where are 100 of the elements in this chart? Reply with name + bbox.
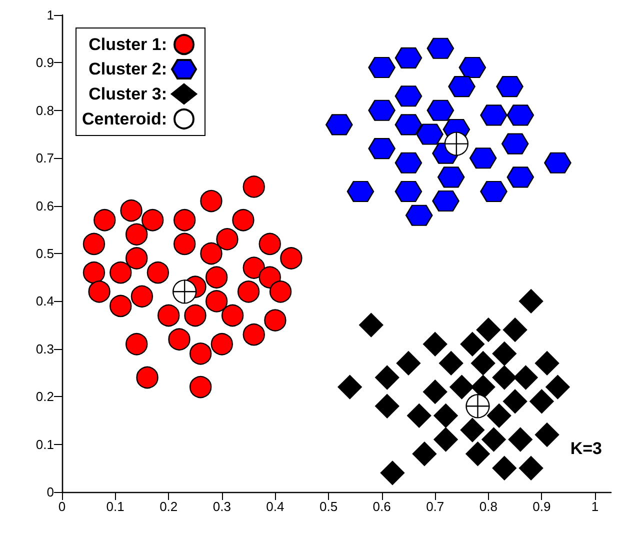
point [394, 114, 422, 136]
point [476, 318, 501, 342]
y-tick-label: 0.4 [36, 294, 54, 309]
y-tick-label: 0.7 [36, 150, 54, 166]
point [216, 228, 238, 250]
point [482, 427, 506, 452]
point [514, 365, 538, 390]
y-tick-label: 0.1 [36, 436, 54, 452]
point [205, 266, 228, 288]
point [368, 56, 396, 78]
legend-label: Cluster 1: [88, 35, 167, 54]
point [368, 100, 396, 121]
y-tick-label: 0 [46, 484, 54, 500]
x-tick-label: 0.2 [160, 499, 178, 514]
point [258, 232, 281, 256]
x-tick-label: 0.6 [372, 499, 391, 514]
point [508, 427, 532, 452]
point [518, 456, 544, 480]
point [423, 380, 448, 404]
point [190, 342, 212, 365]
point [380, 460, 405, 486]
x-tick-label: 1 [591, 499, 599, 514]
point [174, 209, 196, 232]
point [434, 427, 458, 452]
point [394, 152, 422, 174]
point [269, 280, 292, 303]
point [546, 374, 570, 400]
point [158, 304, 180, 327]
point [434, 404, 458, 428]
point [480, 180, 508, 202]
point [346, 180, 374, 202]
point [496, 76, 524, 98]
point [544, 152, 572, 174]
point [190, 376, 212, 398]
point [460, 332, 485, 356]
point [142, 209, 164, 232]
point [486, 404, 512, 428]
point [394, 180, 422, 202]
point [184, 304, 206, 327]
point [280, 247, 302, 270]
point [506, 166, 534, 188]
y-tick-label: 0.3 [36, 341, 54, 356]
point [438, 351, 464, 376]
point [426, 38, 454, 59]
point [375, 394, 400, 418]
annotation: K=3 [570, 439, 602, 458]
point [492, 365, 516, 390]
x-tick-label: 0.1 [106, 499, 124, 514]
point [423, 332, 448, 356]
x-tick-label: 0.4 [266, 499, 284, 514]
point [242, 176, 265, 198]
point [501, 133, 529, 154]
point [530, 389, 554, 414]
point [480, 104, 508, 126]
x-tick-label: 0 [58, 499, 66, 514]
point [448, 76, 476, 98]
point [130, 285, 154, 308]
legend-label: Cluster 2: [88, 60, 167, 79]
point [492, 456, 516, 480]
point [407, 404, 432, 428]
x-tick-label: 0.8 [479, 499, 498, 514]
point [492, 342, 516, 366]
point [502, 318, 528, 342]
point [502, 389, 528, 414]
point [82, 261, 106, 284]
point [534, 422, 560, 447]
point [126, 247, 148, 270]
legend-label: Centeroid: [82, 109, 167, 128]
point [518, 289, 544, 314]
point [394, 85, 422, 107]
point [110, 261, 132, 284]
point [110, 294, 132, 318]
point [470, 351, 496, 376]
y-tick-label: 1 [46, 8, 54, 22]
point [221, 304, 244, 327]
point [437, 166, 465, 188]
point [126, 223, 148, 246]
point [242, 323, 265, 346]
point [136, 366, 158, 389]
x-tick-label: 0.5 [319, 499, 338, 514]
x-tick-label: 0.3 [212, 499, 231, 514]
point [432, 190, 460, 212]
point [200, 242, 222, 265]
point [126, 333, 148, 356]
point [466, 442, 490, 466]
point [359, 312, 384, 338]
point [205, 290, 228, 312]
point [168, 328, 190, 350]
point [174, 232, 196, 256]
point [396, 351, 421, 376]
point [469, 148, 497, 169]
point [82, 232, 106, 256]
point [326, 114, 353, 136]
point [210, 333, 234, 356]
y-tick-label: 0.9 [36, 55, 54, 70]
point [258, 266, 281, 288]
y-tick-label: 0.2 [36, 389, 54, 404]
point [232, 209, 254, 232]
point [368, 138, 396, 160]
point [416, 124, 444, 145]
